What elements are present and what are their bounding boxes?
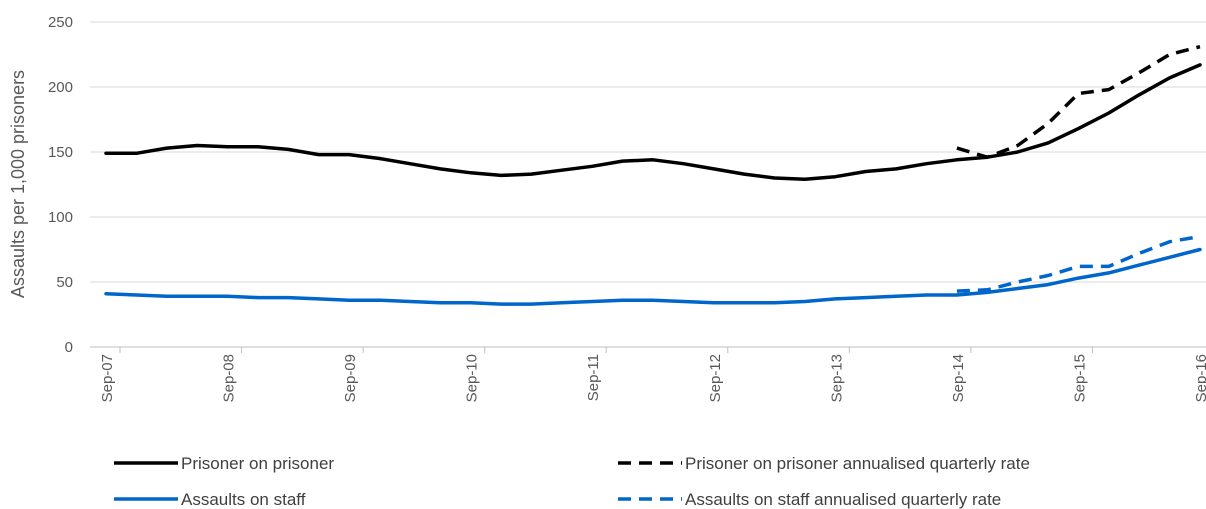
legend-label: Assaults on staff	[181, 490, 306, 509]
legend-label: Assaults on staff annualised quarterly r…	[685, 490, 1001, 509]
legend: Prisoner on prisoner Prisoner on prisoner…	[114, 454, 1030, 509]
x-tick-label: Sep-07	[99, 354, 116, 402]
x-tick-label: Sep-15	[1071, 354, 1088, 402]
x-axis-ticks: Sep-07 Sep-08 Sep-09 Sep-10 Sep-11 Sep-12 Sep-…	[99, 347, 1206, 402]
y-tick-label: 0	[65, 339, 73, 356]
series-line-3	[104, 247, 1202, 306]
series-lines	[104, 45, 1202, 306]
y-tick-label: 100	[48, 209, 73, 226]
x-tick-label: Sep-11	[585, 354, 602, 401]
y-axis-ticks: 0 50 100 150 200 250	[48, 14, 73, 356]
x-tick-label: Sep-12	[707, 354, 724, 402]
y-tick-label: 50	[56, 274, 73, 291]
legend-label: Prisoner on prisoner	[181, 454, 334, 473]
gridlines	[90, 21, 1206, 283]
y-axis-label: Assaults per 1,000 prisoners	[8, 70, 28, 298]
y-tick-label: 150	[48, 144, 73, 161]
series-line-4	[956, 234, 1201, 293]
x-tick-label: Sep-10	[464, 354, 481, 402]
x-tick-label: Sep-08	[221, 354, 238, 402]
legend-label: Prisoner on prisoner annualised quarterl…	[685, 454, 1030, 473]
y-tick-label: 200	[48, 79, 73, 96]
x-tick-label: Sep-09	[342, 354, 359, 402]
series-line-1	[104, 63, 1202, 182]
series-line-2	[956, 45, 1201, 159]
x-tick-label: Sep-16	[1193, 354, 1206, 402]
x-tick-label: Sep-13	[828, 354, 845, 402]
x-tick-label: Sep-14	[950, 354, 967, 402]
y-tick-label: 250	[48, 14, 73, 31]
